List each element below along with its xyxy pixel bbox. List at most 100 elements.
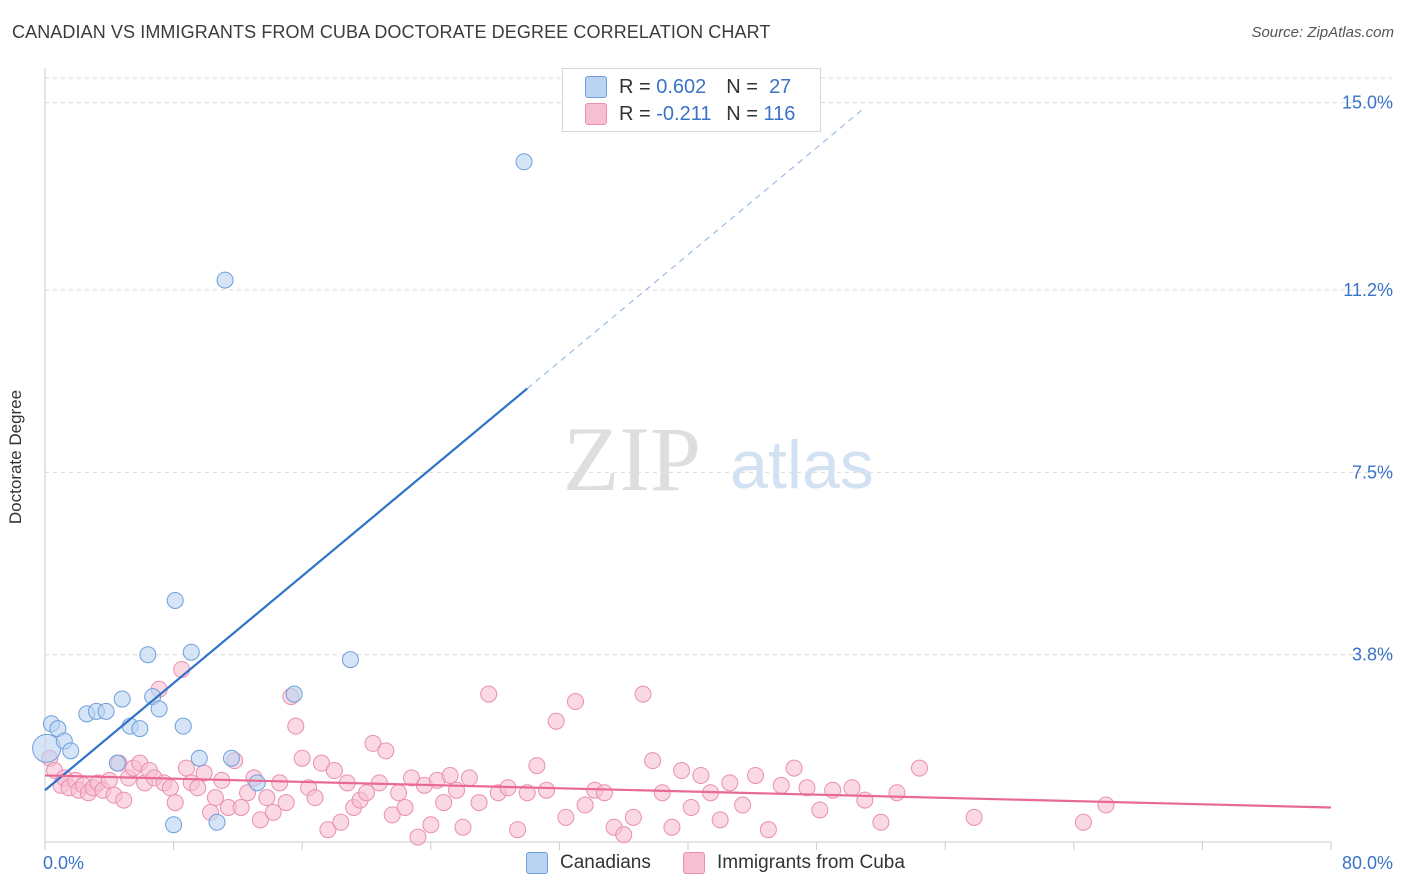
cuba-point	[383, 806, 401, 824]
cuba-point	[403, 769, 421, 787]
legend-n-label: N =	[726, 102, 758, 125]
correlation-legend: R = 0.602 N = 27 R = -0.211 N = 116	[562, 68, 821, 132]
cuba-point	[258, 789, 276, 807]
cuba-point	[454, 818, 472, 836]
canadians-trend-extension	[526, 107, 866, 389]
cuba-point	[843, 779, 861, 797]
cuba-point	[390, 784, 408, 802]
legend-n-label: N =	[726, 75, 758, 98]
axes	[44, 68, 1332, 850]
legend-row-cuba: R = -0.211 N = 116	[585, 102, 795, 126]
legend-r-canadians: 0.602	[656, 75, 707, 98]
cuba-point	[734, 796, 752, 814]
canadians-point	[190, 749, 208, 767]
cuba-point	[325, 762, 343, 780]
cuba-point	[747, 766, 765, 784]
cuba-point	[595, 784, 613, 802]
cuba-point	[518, 784, 536, 802]
cuba-point	[692, 766, 710, 784]
canadians-point	[174, 717, 192, 735]
y-tick-label: 7.5%	[1352, 462, 1393, 482]
y-axis-title: Doctorate Degree	[6, 389, 25, 525]
canadians-point	[165, 816, 183, 834]
cuba-trend-line	[44, 774, 1332, 809]
cuba-point	[872, 813, 890, 831]
cuba-point	[470, 794, 488, 812]
cuba-point	[264, 803, 282, 821]
series-legend: Canadians Immigrants from Cuba	[0, 852, 1406, 878]
cuba-point	[615, 826, 633, 844]
cuba-point	[409, 828, 427, 846]
chart-title: CANADIAN VS IMMIGRANTS FROM CUBA DOCTORA…	[12, 22, 771, 42]
cuba-point	[460, 769, 478, 787]
legend-n-canadians: 27	[769, 75, 792, 98]
cuba-point	[634, 685, 652, 703]
cuba-point	[422, 816, 440, 834]
cuba-point	[277, 794, 295, 812]
cuba-point	[965, 808, 983, 826]
cuba-point	[377, 742, 395, 760]
legend-item-canadians[interactable]: Canadians	[526, 852, 651, 874]
canadians-point	[341, 651, 359, 669]
canadians-point	[208, 813, 226, 831]
canadians-point	[131, 720, 149, 738]
cuba-point	[509, 821, 527, 839]
canadians-point	[285, 685, 303, 703]
legend-row-canadians: R = 0.602 N = 27	[585, 75, 791, 99]
canadians-point	[113, 690, 131, 708]
cuba-point	[711, 811, 729, 829]
cuba-point	[910, 759, 928, 777]
cuba-point	[364, 734, 382, 752]
cuba-point	[888, 784, 906, 802]
legend-item-cuba[interactable]: Immigrants from Cuba	[683, 852, 905, 874]
source-credit: Source: ZipAtlas.com	[1251, 24, 1394, 41]
cuba-point	[435, 794, 453, 812]
cuba-point	[319, 821, 337, 839]
canadians-point	[248, 774, 266, 792]
legend-r-cuba: -0.211	[656, 102, 712, 125]
canadians-point	[166, 591, 184, 609]
cuba-point	[161, 779, 179, 797]
cuba-point	[358, 784, 375, 802]
cuba-point	[663, 818, 681, 836]
canadians-point	[108, 754, 126, 772]
cuba-point	[528, 757, 546, 775]
legend-label-canadians: Canadians	[560, 852, 651, 873]
tick-labels: 3.8% 7.5% 11.2% 15.0% 0.0% 80.0%	[43, 93, 1393, 873]
legend-r-label: R =	[619, 75, 651, 98]
legend-label-cuba: Immigrants from Cuba	[717, 852, 905, 873]
cuba-point	[772, 776, 790, 794]
cuba-point	[653, 784, 671, 802]
y-tick-label: 11.2%	[1343, 280, 1393, 300]
legend-n-cuba: 116	[763, 102, 796, 125]
legend-swatch-canadians	[526, 852, 548, 874]
cuba-point	[682, 798, 700, 816]
canadians-point	[515, 153, 533, 171]
cuba-point	[232, 798, 250, 816]
watermark-zip: ZIP	[563, 408, 701, 510]
canadians-trend-line	[44, 387, 528, 792]
legend-r-label: R =	[619, 102, 651, 125]
cuba-point	[480, 685, 498, 703]
cuba-point	[1097, 796, 1115, 814]
watermark-atlas: atlas	[730, 427, 874, 503]
canadians-points	[32, 153, 533, 834]
legend-swatch-cuba	[585, 103, 607, 125]
cuba-point	[332, 813, 350, 831]
cuba-point	[251, 811, 269, 829]
cuba-point	[856, 791, 874, 809]
cuba-point	[396, 798, 414, 816]
cuba-point	[798, 779, 816, 797]
canadians-point	[62, 742, 80, 760]
cuba-point	[538, 781, 556, 799]
cuba-point	[576, 796, 594, 814]
canadians-point	[182, 643, 200, 661]
canadians-point	[97, 702, 115, 720]
cuba-point	[721, 774, 739, 792]
x-tick-label-max: 80.0%	[1342, 853, 1393, 873]
cuba-point	[312, 754, 330, 772]
legend-swatch-cuba	[683, 852, 705, 874]
canadians-point	[139, 646, 157, 664]
cuba-point	[785, 759, 803, 777]
